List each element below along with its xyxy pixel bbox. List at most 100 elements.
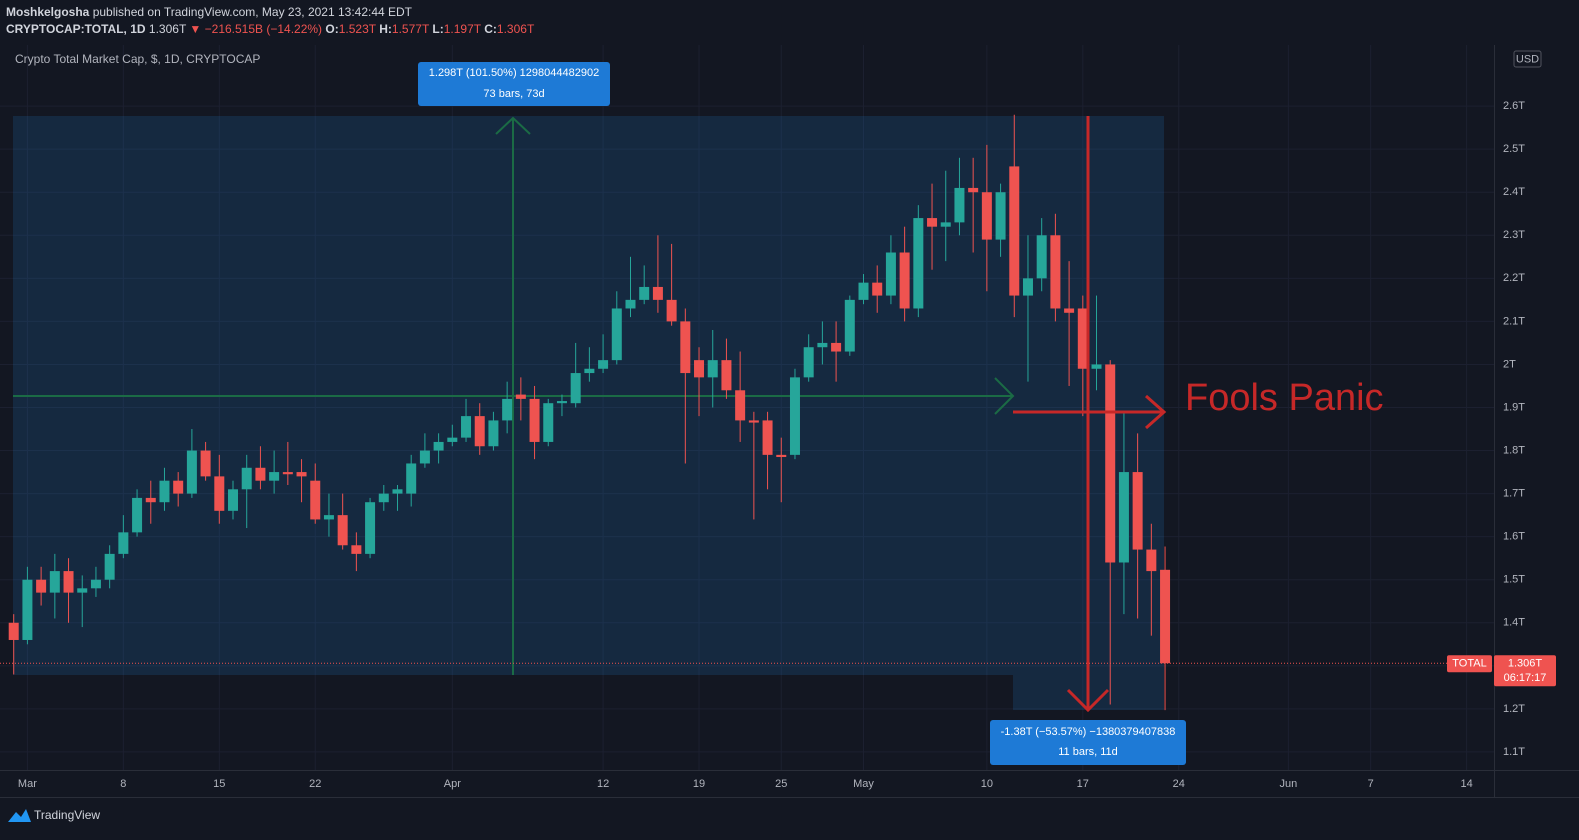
candle-body bbox=[173, 480, 184, 494]
candle-body bbox=[625, 299, 636, 309]
y-tick-label: 2.1T bbox=[1503, 315, 1525, 327]
published: published on TradingView.com, May 23, 20… bbox=[92, 5, 413, 19]
candle-body bbox=[885, 252, 896, 296]
candle-body bbox=[694, 360, 705, 378]
measure-bars: 11 bars, 11d bbox=[1058, 746, 1118, 758]
candle-body bbox=[1036, 235, 1047, 279]
y-tick-label: 1.7T bbox=[1503, 488, 1525, 500]
measure-text: -1.38T (−53.57%) −1380379407838 bbox=[1001, 726, 1176, 738]
candle-body bbox=[529, 398, 540, 442]
y-tick-label: 1.1T bbox=[1503, 746, 1525, 758]
candle-body bbox=[90, 579, 101, 589]
arrow-head bbox=[1145, 394, 1167, 430]
candle-body bbox=[803, 347, 814, 378]
measure-label bbox=[990, 720, 1186, 765]
candle-body bbox=[392, 489, 403, 494]
author: Moshkelgosha bbox=[6, 5, 90, 19]
x-tick-label: 19 bbox=[693, 778, 705, 790]
x-tick-label: 15 bbox=[213, 778, 225, 790]
candle-body bbox=[1146, 549, 1157, 572]
candle-body bbox=[1132, 472, 1143, 550]
candle-body bbox=[145, 497, 156, 503]
candle-body bbox=[186, 450, 197, 494]
candle-body bbox=[296, 472, 307, 477]
candle-body bbox=[968, 187, 979, 193]
candle-body bbox=[22, 579, 33, 640]
candle-body bbox=[337, 515, 348, 546]
candle-body bbox=[762, 420, 773, 455]
axes: 1.1T1.2T1.3T1.4T1.5T1.6T1.7T1.8T1.9T2T2.… bbox=[18, 100, 1525, 790]
ohlc-label: L: bbox=[432, 22, 444, 36]
candle-body bbox=[570, 373, 581, 404]
x-tick-label: Jun bbox=[1280, 778, 1298, 790]
candle-body bbox=[543, 403, 554, 442]
symbol-line: CRYPTOCAP:TOTAL, 1D 1.306T ▼ −216.515B (… bbox=[6, 21, 534, 38]
measure-text: 1.298T (101.50%) 1298044482902 bbox=[429, 67, 599, 79]
candle-body bbox=[1064, 308, 1075, 313]
candle-body bbox=[598, 360, 609, 369]
x-tick-label: Apr bbox=[444, 778, 461, 790]
x-tick-label: 10 bbox=[981, 778, 993, 790]
candle-body bbox=[502, 398, 513, 421]
candle-body bbox=[104, 553, 115, 580]
logo bbox=[8, 809, 31, 822]
candle-body bbox=[63, 571, 74, 593]
candle-body bbox=[132, 497, 143, 533]
y-tick-label: 1.5T bbox=[1503, 574, 1525, 586]
candle-body bbox=[680, 321, 691, 374]
y-tick-label: 2.6T bbox=[1503, 100, 1525, 112]
candle-body bbox=[49, 571, 60, 593]
ohlc-value: 1.577T bbox=[391, 22, 430, 36]
candle-body bbox=[241, 467, 252, 490]
candle-body bbox=[310, 480, 321, 520]
y-tick-label: 2.3T bbox=[1503, 229, 1525, 241]
candle-body bbox=[735, 390, 746, 421]
candle-body bbox=[995, 192, 1006, 240]
x-tick-label: 14 bbox=[1460, 778, 1472, 790]
candle-body bbox=[652, 286, 663, 300]
candle-body bbox=[1077, 308, 1088, 369]
candle-body bbox=[1022, 278, 1033, 296]
ohlc-label: H: bbox=[379, 22, 392, 36]
header-line: Moshkelgosha published on TradingView.co… bbox=[6, 4, 534, 21]
header: Moshkelgosha published on TradingView.co… bbox=[6, 4, 534, 38]
candle-body bbox=[474, 416, 485, 447]
x-tick-label: 25 bbox=[775, 778, 787, 790]
y-tick-label: 2.5T bbox=[1503, 143, 1525, 155]
candle-body bbox=[1160, 569, 1171, 664]
candle-body bbox=[8, 622, 19, 640]
price-tag-value: 1.306T bbox=[1508, 658, 1543, 670]
brand: TradingView bbox=[34, 808, 100, 822]
y-tick-label: 2.2T bbox=[1503, 272, 1525, 284]
y-tick-label: 1.8T bbox=[1503, 444, 1525, 456]
y-tick-label: 1.9T bbox=[1503, 401, 1525, 413]
currency-box bbox=[1513, 50, 1542, 68]
ohlc-label: O: bbox=[325, 22, 339, 36]
candle-body bbox=[200, 450, 211, 477]
candle-body bbox=[844, 299, 855, 352]
candle-body bbox=[461, 416, 472, 438]
candle-body bbox=[940, 222, 951, 227]
x-tick-label: 7 bbox=[1368, 778, 1374, 790]
candle-body bbox=[1105, 364, 1116, 563]
y-tick-label: 1.4T bbox=[1503, 617, 1525, 629]
candle-body bbox=[899, 252, 910, 309]
candle-body bbox=[748, 420, 759, 423]
x-tick-label: 8 bbox=[120, 778, 126, 790]
x-tick-label: May bbox=[853, 778, 874, 790]
candle-body bbox=[639, 286, 650, 300]
arrow-head bbox=[495, 116, 531, 135]
candles bbox=[8, 114, 1171, 711]
candle-body bbox=[721, 360, 732, 391]
candle-body bbox=[323, 515, 334, 520]
candle-body bbox=[419, 450, 430, 464]
candle-body bbox=[36, 579, 47, 593]
candle-body bbox=[776, 454, 787, 458]
x-tick-label: 22 bbox=[309, 778, 321, 790]
candle-body bbox=[707, 360, 718, 378]
candle-body bbox=[282, 472, 293, 475]
price-tag-name: TOTAL bbox=[1452, 658, 1486, 670]
candle-body bbox=[611, 308, 622, 361]
